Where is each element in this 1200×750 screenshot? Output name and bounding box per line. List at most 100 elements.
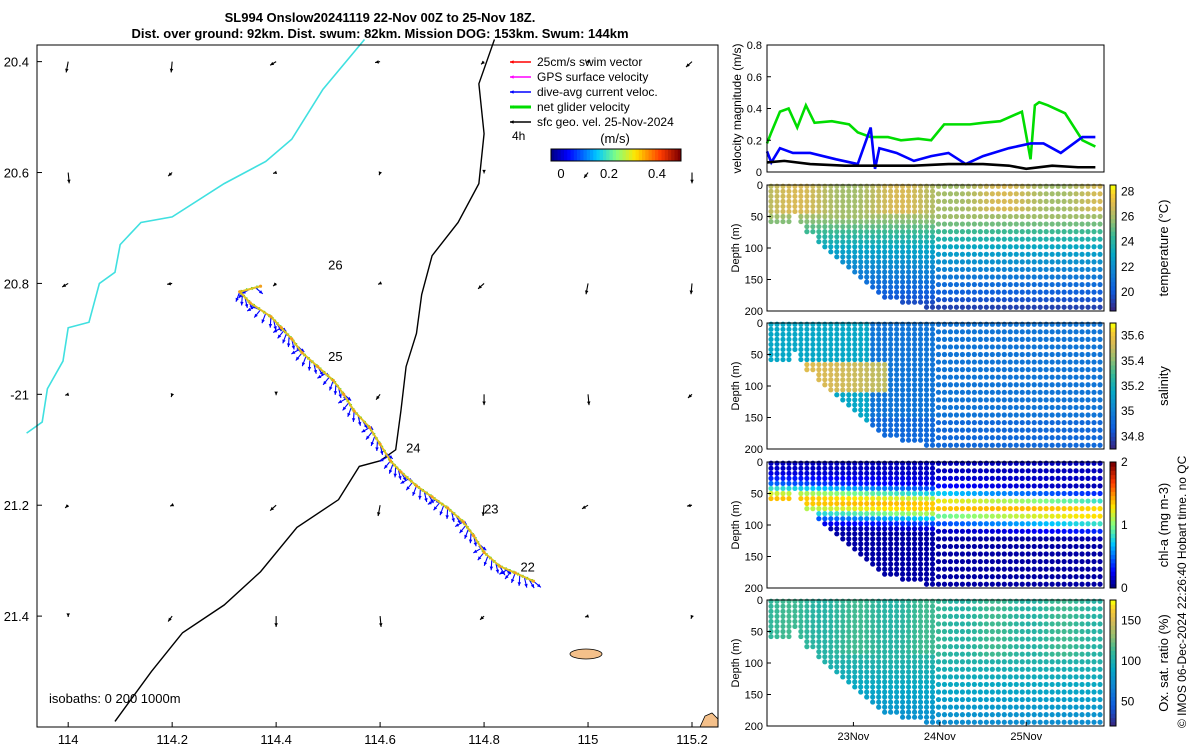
section-sample <box>965 651 972 657</box>
colorbar-segment <box>596 149 601 161</box>
section-sample <box>941 442 948 448</box>
section-sample <box>894 259 900 265</box>
section-sample <box>995 206 1001 212</box>
section-sample <box>888 521 894 527</box>
section-sample <box>935 475 942 481</box>
section-sample <box>929 407 936 413</box>
section-sample <box>840 644 846 650</box>
section-sample <box>965 359 972 365</box>
dive-avg-current-arrow-head <box>402 476 407 481</box>
section-sample <box>1013 221 1019 227</box>
section-sample <box>1055 404 1061 411</box>
section-sample <box>894 561 900 567</box>
section-sample <box>1013 191 1019 197</box>
section-sample <box>917 546 924 552</box>
section-sample <box>1061 351 1067 358</box>
colorbar-segment <box>612 149 617 161</box>
geo-velocity-arrow <box>64 504 70 509</box>
section-sample <box>971 498 977 504</box>
section-sample <box>971 404 977 411</box>
section-sample <box>1007 621 1013 627</box>
section-sample <box>923 299 930 305</box>
section-sample <box>977 659 983 665</box>
section-sample <box>870 218 876 225</box>
section-y-tick-label: 50 <box>751 212 763 224</box>
dive-avg-current-arrow <box>495 562 500 574</box>
section-sample <box>1037 389 1043 395</box>
section-ylabel: Depth (m) <box>730 224 742 273</box>
section-sample <box>983 374 989 380</box>
section-sample <box>947 613 954 619</box>
section-sample <box>1049 442 1055 448</box>
colorbar-segment <box>616 149 620 161</box>
section-sample <box>840 511 846 517</box>
section-sample <box>882 465 888 471</box>
legend-swatch-head <box>510 75 514 79</box>
section-sample <box>1079 528 1085 534</box>
section-sample <box>846 506 852 512</box>
section-sample <box>870 694 876 700</box>
section-sample <box>971 666 977 672</box>
section-sample <box>1079 221 1085 227</box>
section-sample <box>929 203 936 210</box>
section-sample <box>941 719 948 725</box>
section-sample <box>1013 374 1019 380</box>
section-sample <box>900 541 906 547</box>
section-sample <box>864 475 870 481</box>
section-sample <box>929 644 936 650</box>
section-sample <box>911 377 918 383</box>
section-sample <box>1013 613 1019 619</box>
section-sample <box>905 274 912 280</box>
section-sample <box>977 281 983 288</box>
section-sample <box>983 266 989 273</box>
section-sample <box>1001 536 1007 542</box>
section-sample <box>923 659 930 665</box>
section-sample <box>941 483 948 489</box>
section-sample <box>1091 598 1097 604</box>
section-sample <box>1019 681 1025 688</box>
section-sample <box>1097 419 1103 426</box>
section-sample <box>947 644 954 650</box>
dive-avg-current-arrow <box>477 551 485 561</box>
dive-avg-current-arrow-head <box>455 523 460 527</box>
section-sample <box>941 374 948 380</box>
section-sample <box>995 636 1001 642</box>
section-sample <box>989 244 995 250</box>
section-sample <box>1055 490 1061 497</box>
section-sample <box>929 689 936 695</box>
section-sample <box>941 274 948 280</box>
dive-avg-current-arrow-head <box>273 329 278 333</box>
section-sample <box>786 490 792 497</box>
section-sample <box>870 407 876 413</box>
section-sample <box>959 397 966 403</box>
section-sample <box>905 331 912 337</box>
geo-velocity-arrow-head <box>66 613 70 618</box>
section-sample <box>1043 435 1049 441</box>
section-sample <box>882 699 888 705</box>
section-sample <box>905 689 912 695</box>
section-sample <box>1055 229 1061 235</box>
section-sample <box>905 603 912 609</box>
section-sample <box>917 397 924 403</box>
section-sample <box>1013 206 1019 212</box>
section-sample <box>846 536 852 542</box>
section-sample <box>959 689 966 695</box>
section-sample <box>1001 621 1007 627</box>
section-sample <box>995 213 1001 220</box>
section-sample <box>840 485 846 492</box>
section-sample <box>995 566 1001 572</box>
section-sample <box>864 218 870 225</box>
section-sample <box>1025 651 1031 657</box>
section-sample <box>834 188 840 194</box>
section-sample <box>828 183 834 189</box>
section-sample <box>1085 221 1091 227</box>
section-sample <box>953 321 960 327</box>
section-sample <box>905 526 912 532</box>
section-sample <box>846 633 852 640</box>
section-sample <box>798 331 804 337</box>
section-sample <box>977 397 983 403</box>
section-sample <box>959 191 966 197</box>
section-sample <box>995 382 1001 388</box>
section-sample <box>828 244 834 250</box>
section-sample <box>858 269 864 275</box>
